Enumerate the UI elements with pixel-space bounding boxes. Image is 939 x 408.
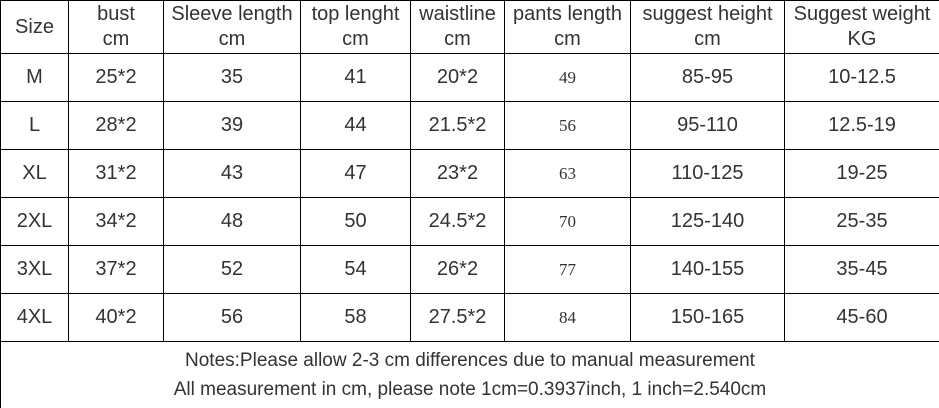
waistline-value: 21.5*2 (410, 101, 505, 150)
pants-length-value: 63 (504, 149, 631, 198)
note-line-2: All measurement in cm, please note 1cm=0… (173, 379, 767, 400)
suggest-weight-value: 25-35 (784, 197, 939, 246)
note-line-1: Notes:Please allow 2-3 cm differences du… (185, 350, 755, 371)
table-row-xl: XL 31*2 43 47 23*2 63 110-125 19-25 (0, 149, 939, 198)
waistline-value: 26*2 (410, 245, 505, 294)
waistline-value: 20*2 (410, 53, 505, 102)
table-row-4xl: 4XL 40*2 56 58 27.5*2 84 150-165 45-60 (0, 293, 939, 342)
column-unit: cm (694, 28, 721, 50)
suggest-height-value: 95-110 (630, 101, 785, 150)
suggest-height-value: 140-155 (630, 245, 785, 294)
column-unit: cm (102, 28, 130, 50)
table-row-m: M 25*2 35 41 20*2 49 85-95 10-12.5 (0, 53, 939, 102)
bust-value: 31*2 (68, 149, 164, 198)
column-label: waistline (419, 3, 496, 25)
header-cell-bust: bust cm (68, 0, 164, 54)
waistline-value: 24.5*2 (410, 197, 505, 246)
table-row-3xl: 3XL 37*2 52 54 26*2 77 140-155 35-45 (0, 245, 939, 294)
size-label: 2XL (0, 197, 69, 246)
column-label: Size (15, 15, 54, 38)
column-unit: cm (554, 28, 581, 50)
top-length-value: 58 (300, 293, 411, 342)
sleeve-length-value: 43 (163, 149, 301, 198)
column-label: Sleeve length (171, 3, 293, 25)
top-length-value: 47 (300, 149, 411, 198)
suggest-weight-value: 12.5-19 (784, 101, 939, 150)
size-label: XL (0, 149, 69, 198)
header-cell-top-length: top lenght cm (300, 0, 411, 54)
pants-length-value: 49 (504, 53, 631, 102)
suggest-weight-value: 10-12.5 (784, 53, 939, 102)
pants-length-value: 70 (504, 197, 631, 246)
header-cell-waistline: waistline cm (410, 0, 505, 54)
column-label: top lenght (311, 3, 400, 25)
table-row-l: L 28*2 39 44 21.5*2 56 95-110 12.5-19 (0, 101, 939, 150)
column-unit: KG (847, 28, 877, 50)
suggest-weight-value: 45-60 (784, 293, 939, 342)
table-row-2xl: 2XL 34*2 48 50 24.5*2 70 125-140 25-35 (0, 197, 939, 246)
column-unit: cm (342, 28, 369, 50)
header-cell-suggest-height: suggest height cm (630, 0, 785, 54)
waistline-value: 23*2 (410, 149, 505, 198)
header-row: Size bust cm Sleeve length cm top lenght cm… (0, 0, 939, 54)
bust-value: 37*2 (68, 245, 164, 294)
column-label: suggest height (642, 3, 773, 25)
bust-value: 34*2 (68, 197, 164, 246)
suggest-weight-value: 19-25 (784, 149, 939, 198)
pants-length-value: 84 (504, 293, 631, 342)
bust-value: 25*2 (68, 53, 164, 102)
notes-row: Notes:Please allow 2-3 cm differences du… (0, 341, 939, 408)
suggest-height-value: 110-125 (630, 149, 785, 198)
column-label: pants length (513, 3, 622, 25)
pants-length-value: 77 (504, 245, 631, 294)
bust-value: 28*2 (68, 101, 164, 150)
column-label: bust (97, 3, 135, 25)
suggest-height-value: 125-140 (630, 197, 785, 246)
column-unit: cm (218, 28, 246, 50)
size-label: M (0, 53, 69, 102)
pants-length-value: 56 (504, 101, 631, 150)
column-label: Suggest weight (793, 3, 931, 25)
top-length-value: 54 (300, 245, 411, 294)
top-length-value: 41 (300, 53, 411, 102)
waistline-value: 27.5*2 (410, 293, 505, 342)
bust-value: 40*2 (68, 293, 164, 342)
suggest-height-value: 150-165 (630, 293, 785, 342)
sleeve-length-value: 48 (163, 197, 301, 246)
suggest-height-value: 85-95 (630, 53, 785, 102)
header-cell-pants-length: pants length cm (504, 0, 631, 54)
header-cell-suggest-weight: Suggest weight KG (784, 0, 939, 54)
header-cell-sleeve-length: Sleeve length cm (163, 0, 301, 54)
size-label: 4XL (0, 293, 69, 342)
column-unit: cm (444, 28, 471, 50)
sleeve-length-value: 39 (163, 101, 301, 150)
sleeve-length-value: 35 (163, 53, 301, 102)
suggest-weight-value: 35-45 (784, 245, 939, 294)
notes-cell: Notes:Please allow 2-3 cm differences du… (0, 341, 939, 408)
top-length-value: 44 (300, 101, 411, 150)
size-label: L (0, 101, 69, 150)
size-label: 3XL (0, 245, 69, 294)
sleeve-length-value: 52 (163, 245, 301, 294)
header-cell-size: Size (0, 0, 69, 54)
top-length-value: 50 (300, 197, 411, 246)
sleeve-length-value: 56 (163, 293, 301, 342)
